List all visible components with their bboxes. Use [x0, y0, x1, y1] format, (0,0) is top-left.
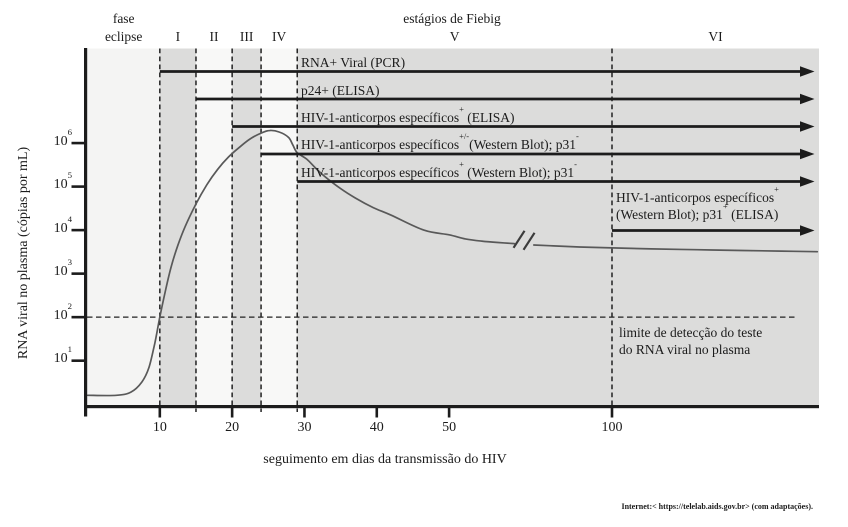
- y-tick-label-100000: 105: [53, 170, 72, 193]
- phase-band-IV: [261, 48, 298, 405]
- eclipse-phase-label-line2: eclipse: [104, 28, 143, 44]
- stage-label-III: III: [239, 28, 254, 44]
- phase-band-I: [159, 48, 196, 405]
- viral-load-curve-after-break: [532, 244, 819, 253]
- curve-break-mark-2: [522, 232, 536, 251]
- eclipse-phase-label-line1: fase: [112, 11, 135, 26]
- detection-limit-note-line1: limite de detecção do teste: [619, 324, 763, 340]
- x-axis-line: [84, 405, 819, 409]
- marker-label-anticorpos-wb-p31pos-line2: (Western Blot); p31+ (ELISA): [616, 200, 779, 222]
- x-tick-label-10: 10: [152, 420, 167, 435]
- marker-arrow-head-6: [800, 225, 815, 236]
- marker-arrow-head-4: [800, 148, 815, 160]
- stage-label-VI: VI: [708, 28, 723, 44]
- phase-band-II: [195, 48, 233, 405]
- x-tick-label-40: 40: [369, 420, 384, 435]
- y-axis-line: [84, 48, 88, 417]
- detection-limit-note-line2: do RNA viral no plasma: [619, 341, 751, 357]
- y-tick-label-10000: 104: [53, 213, 72, 236]
- marker-label-rna-pcr: RNA+ Viral (PCR): [301, 55, 406, 70]
- x-tick-label-100: 100: [601, 420, 623, 435]
- stage-label-V: V: [449, 28, 460, 44]
- y-tick-label-1000: 103: [53, 257, 72, 280]
- marker-arrow-head-5: [800, 176, 815, 187]
- stage-label-II: II: [209, 28, 219, 44]
- stage-label-I: I: [175, 28, 181, 44]
- y-tick-label-1000000: 106: [53, 126, 72, 149]
- fiebig-stages-title: estágios de Fiebig: [403, 11, 501, 26]
- x-tick-label-30: 30: [297, 420, 312, 435]
- marker-label-p24-elisa: p24+ (ELISA): [301, 82, 380, 98]
- marker-label-anticorpos-wb-p31pos-line1: HIV-1-anticorpos específicos+: [616, 183, 779, 205]
- phase-band-eclipse: [87, 48, 160, 405]
- y-tick-label-100: 102: [53, 300, 72, 323]
- marker-label-anticorpos-wb-indeterminado: HIV-1-anticorpos específicos+/-(Western …: [301, 131, 579, 152]
- y-tick-label-10: 101: [53, 344, 72, 367]
- x-axis-title: seguimento em dias da transmissão do HIV: [263, 452, 507, 467]
- viral-load-curve-before-break: [86, 129, 516, 397]
- curve-break-mark-1: [512, 230, 526, 249]
- marker-arrow-head-3: [800, 121, 815, 132]
- marker-label-anticorpos-wb-p31neg: HIV-1-anticorpos específicos+ (Western B…: [301, 158, 577, 180]
- marker-label-anticorpos-elisa: HIV-1-anticorpos específicos+ (ELISA): [301, 103, 515, 125]
- x-tick-label-50: 50: [442, 420, 457, 435]
- source-credit: Internet:< https://telelab.aids.gov.br> …: [621, 502, 813, 511]
- phase-band-III: [232, 48, 262, 405]
- stage-label-IV: IV: [272, 28, 287, 44]
- phase-band-V: [297, 48, 612, 405]
- x-tick-label-20: 20: [225, 420, 240, 435]
- marker-arrow-head-1: [800, 66, 815, 77]
- phase-band-VI: [612, 48, 819, 405]
- marker-arrow-head-2: [800, 93, 815, 105]
